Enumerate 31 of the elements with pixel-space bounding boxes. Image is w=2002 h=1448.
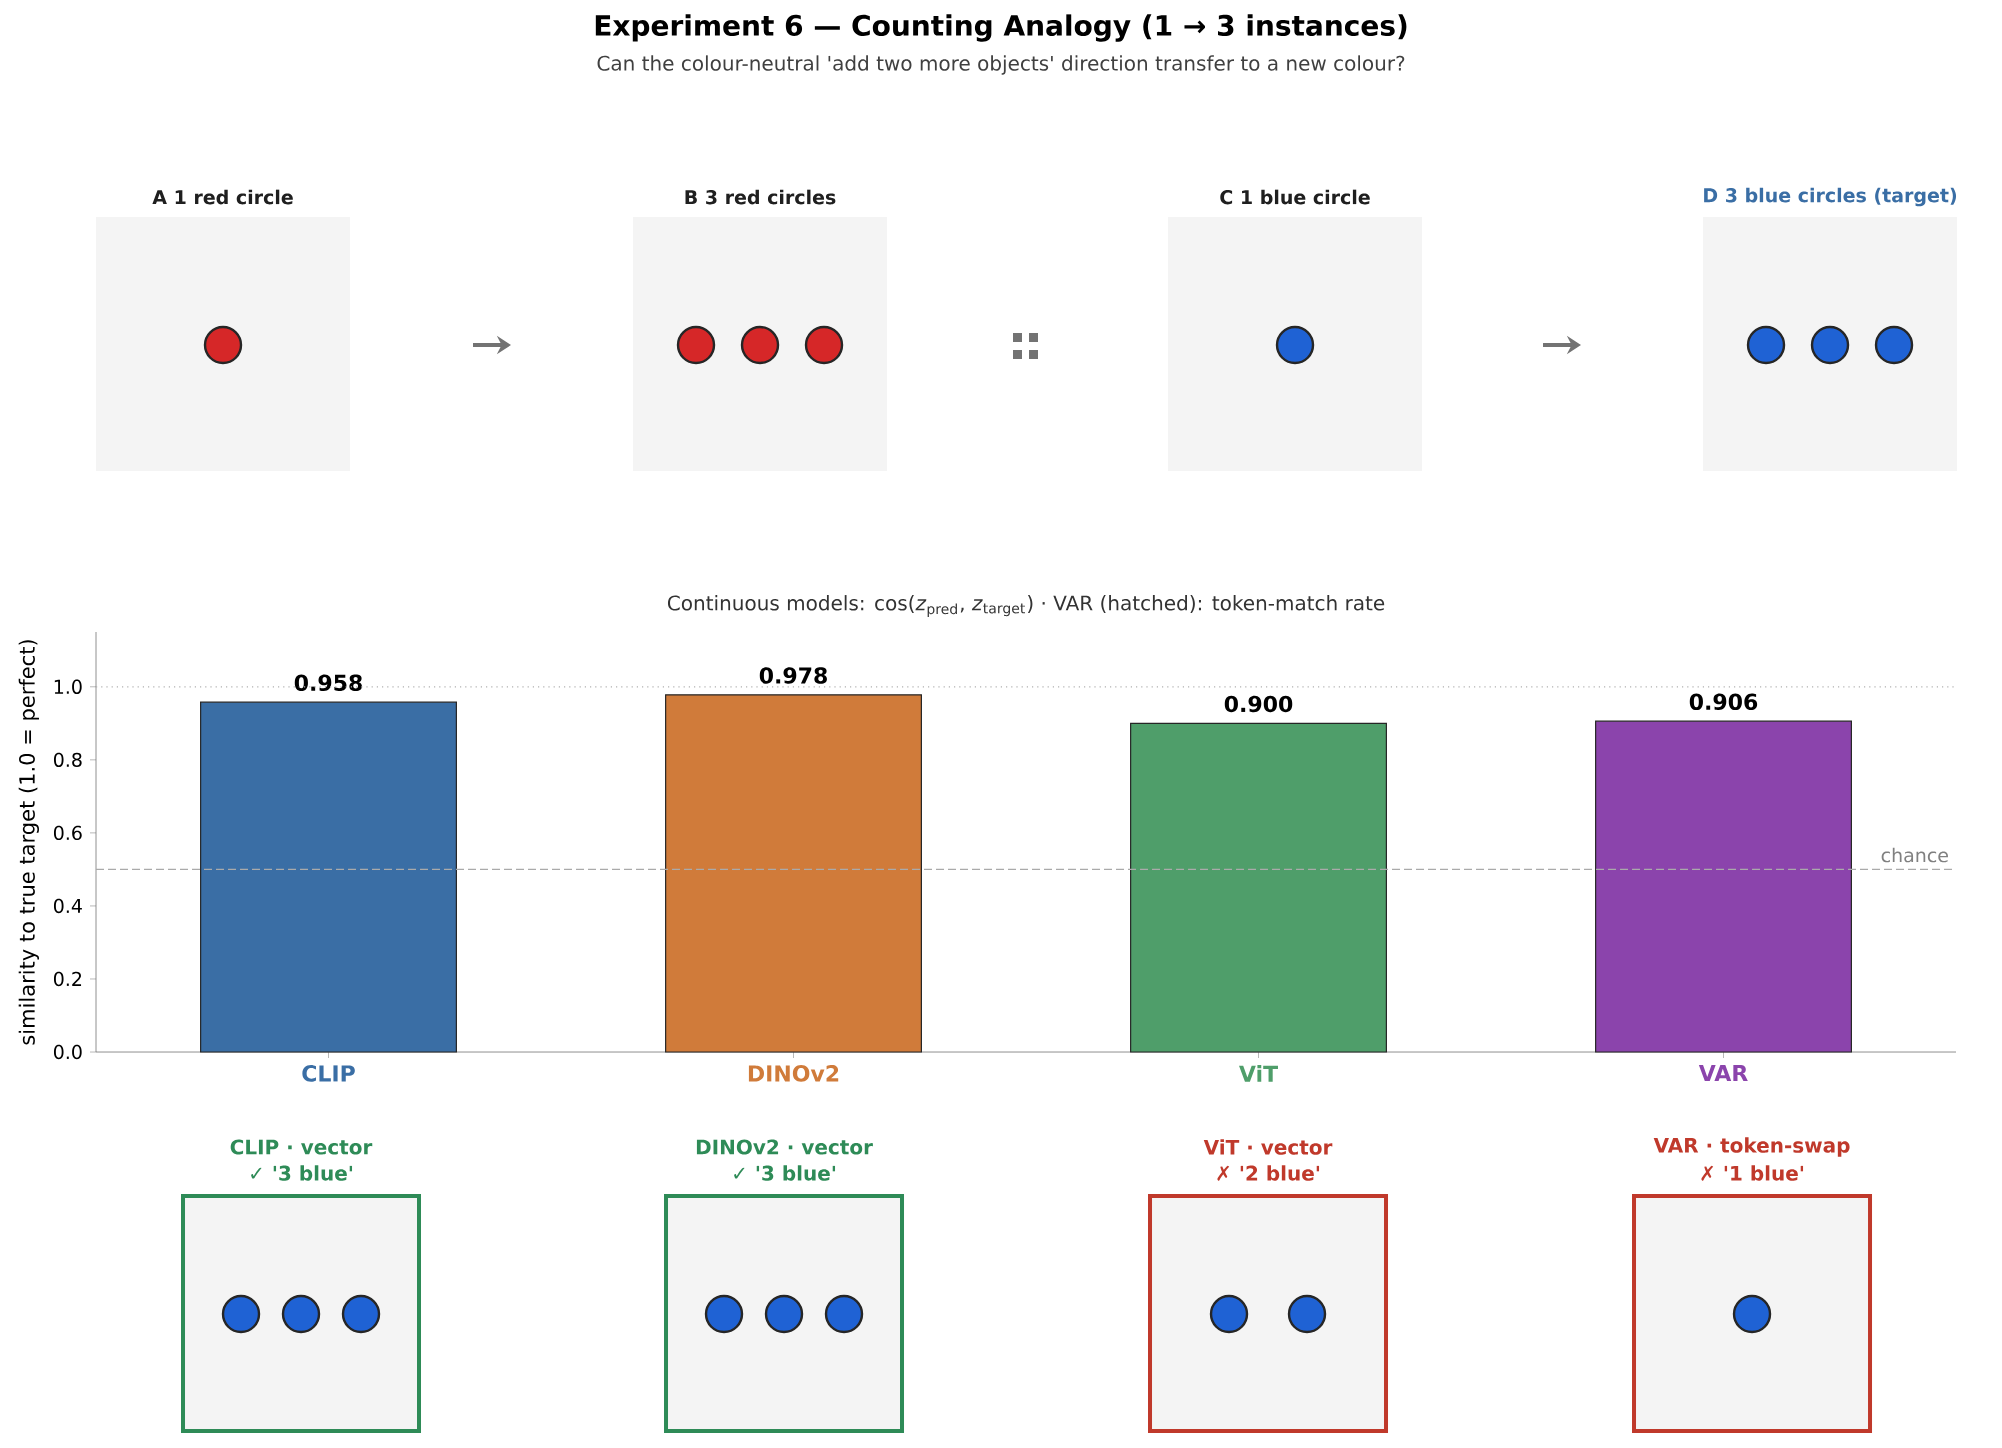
chart-subtitle: Can the colour-neutral 'add two more objects' direction transfer to a new colour? [597, 55, 1405, 75]
data-label: 0.900 [1224, 695, 1293, 713]
data-label: 0.906 [1689, 693, 1758, 711]
text: DINOv2 · vector [696, 1139, 873, 1155]
y-tick-label: 0.6 [53, 825, 82, 841]
data-label: 0.958 [294, 674, 362, 692]
text: CLIP · vector [230, 1139, 373, 1155]
text: A 1 red circle [152, 189, 293, 205]
x-tick-label: CLIP [302, 1065, 355, 1082]
y-axis-title: similarity to true target (1.0 = perfect) [18, 640, 39, 1045]
text: D 3 blue circles (target) [1704, 187, 1957, 207]
chart-title: Experiment 6 — Counting Analogy (1 → 3 instances) [595, 14, 1407, 42]
x-tick-label: VAR [1698, 1065, 1748, 1082]
text: C 1 blue circle [1220, 189, 1370, 205]
text: ✗ '1 blue' [1701, 1165, 1804, 1181]
text: VAR · token-swap [1653, 1137, 1850, 1157]
y-tick-label: 0.8 [53, 752, 82, 768]
x-tick-label: ViT [1239, 1065, 1278, 1082]
y-tick-label: 0.2 [53, 971, 82, 987]
text: ✓ '3 blue' [251, 1165, 353, 1181]
x-tick-label: DINOv2 [748, 1065, 839, 1082]
text: B 3 red circles [685, 189, 836, 205]
y-tick-label: 0.4 [53, 898, 82, 914]
text: ViT · vector [1203, 1139, 1333, 1155]
text: ✗ '2 blue' [1217, 1165, 1320, 1181]
ref-line-label: chance [1881, 847, 1948, 863]
y-tick-label: 0.0 [53, 1044, 82, 1060]
text: Continuous models: cos(z$_{pred}$, z$_{target}$) · VAR (hatched): token-match rate [667, 595, 1385, 617]
y-tick-label: 1.0 [54, 679, 82, 694]
text: ✓ '3 blue' [734, 1165, 836, 1181]
data-label: 0.978 [759, 667, 827, 684]
